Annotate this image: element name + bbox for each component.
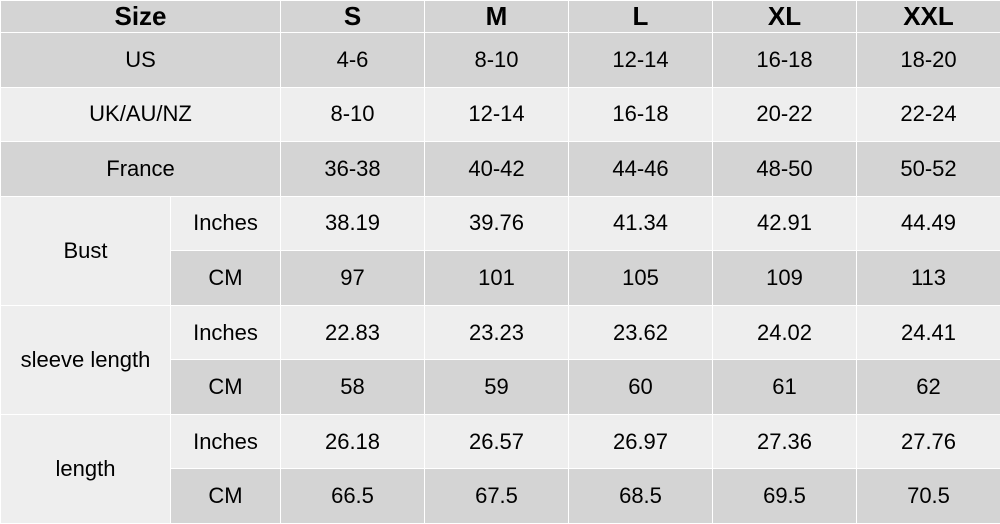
table-row: lengthInches26.1826.5726.9727.3627.76 xyxy=(1,414,1000,469)
size-cell: 50-52 xyxy=(857,142,1000,197)
size-cell: 41.34 xyxy=(569,196,713,251)
size-cell: 8-10 xyxy=(281,87,425,142)
size-cell: 101 xyxy=(425,251,569,306)
size-cell: 22.83 xyxy=(281,305,425,360)
size-cell: 18-20 xyxy=(857,33,1000,88)
header-size-l: L xyxy=(569,1,713,33)
header-size-s: S xyxy=(281,1,425,33)
size-chart-table: Size S M L XL XXL US4-68-1012-1416-1818-… xyxy=(0,0,1000,524)
size-cell: 60 xyxy=(569,360,713,415)
size-cell: 40-42 xyxy=(425,142,569,197)
size-cell: 62 xyxy=(857,360,1000,415)
size-cell: 26.57 xyxy=(425,414,569,469)
size-cell: 27.76 xyxy=(857,414,1000,469)
header-row: Size S M L XL XXL xyxy=(1,1,1000,33)
unit-label: Inches xyxy=(171,305,281,360)
size-cell: 22-24 xyxy=(857,87,1000,142)
region-label: France xyxy=(1,142,281,197)
header-size-label: Size xyxy=(1,1,281,33)
size-cell: 61 xyxy=(713,360,857,415)
size-cell: 58 xyxy=(281,360,425,415)
size-cell: 16-18 xyxy=(569,87,713,142)
size-cell: 12-14 xyxy=(425,87,569,142)
size-cell: 26.97 xyxy=(569,414,713,469)
unit-label: CM xyxy=(171,469,281,524)
size-cell: 70.5 xyxy=(857,469,1000,524)
measure-label: sleeve length xyxy=(1,305,171,414)
table-body: US4-68-1012-1416-1818-20UK/AU/NZ8-1012-1… xyxy=(1,33,1000,524)
size-cell: 20-22 xyxy=(713,87,857,142)
size-cell: 24.02 xyxy=(713,305,857,360)
table-row: France36-3840-4244-4648-5050-52 xyxy=(1,142,1000,197)
measure-label: length xyxy=(1,414,171,523)
table-row: BustInches38.1939.7641.3442.9144.49 xyxy=(1,196,1000,251)
size-cell: 12-14 xyxy=(569,33,713,88)
table-row: UK/AU/NZ8-1012-1416-1820-2222-24 xyxy=(1,87,1000,142)
size-cell: 44-46 xyxy=(569,142,713,197)
unit-label: Inches xyxy=(171,196,281,251)
size-cell: 109 xyxy=(713,251,857,306)
size-cell: 8-10 xyxy=(425,33,569,88)
size-cell: 23.62 xyxy=(569,305,713,360)
size-cell: 44.49 xyxy=(857,196,1000,251)
size-cell: 16-18 xyxy=(713,33,857,88)
table-row: US4-68-1012-1416-1818-20 xyxy=(1,33,1000,88)
size-cell: 66.5 xyxy=(281,469,425,524)
measure-label: Bust xyxy=(1,196,171,305)
region-label: US xyxy=(1,33,281,88)
size-cell: 24.41 xyxy=(857,305,1000,360)
size-cell: 23.23 xyxy=(425,305,569,360)
size-cell: 48-50 xyxy=(713,142,857,197)
size-cell: 36-38 xyxy=(281,142,425,197)
size-cell: 26.18 xyxy=(281,414,425,469)
size-cell: 4-6 xyxy=(281,33,425,88)
header-size-m: M xyxy=(425,1,569,33)
size-cell: 68.5 xyxy=(569,469,713,524)
size-cell: 67.5 xyxy=(425,469,569,524)
size-cell: 39.76 xyxy=(425,196,569,251)
region-label: UK/AU/NZ xyxy=(1,87,281,142)
size-cell: 59 xyxy=(425,360,569,415)
size-cell: 105 xyxy=(569,251,713,306)
unit-label: CM xyxy=(171,360,281,415)
header-size-xxl: XXL xyxy=(857,1,1000,33)
header-size-xl: XL xyxy=(713,1,857,33)
size-cell: 38.19 xyxy=(281,196,425,251)
size-cell: 27.36 xyxy=(713,414,857,469)
size-cell: 42.91 xyxy=(713,196,857,251)
table-row: sleeve lengthInches22.8323.2323.6224.022… xyxy=(1,305,1000,360)
unit-label: Inches xyxy=(171,414,281,469)
size-cell: 97 xyxy=(281,251,425,306)
unit-label: CM xyxy=(171,251,281,306)
size-cell: 113 xyxy=(857,251,1000,306)
size-cell: 69.5 xyxy=(713,469,857,524)
